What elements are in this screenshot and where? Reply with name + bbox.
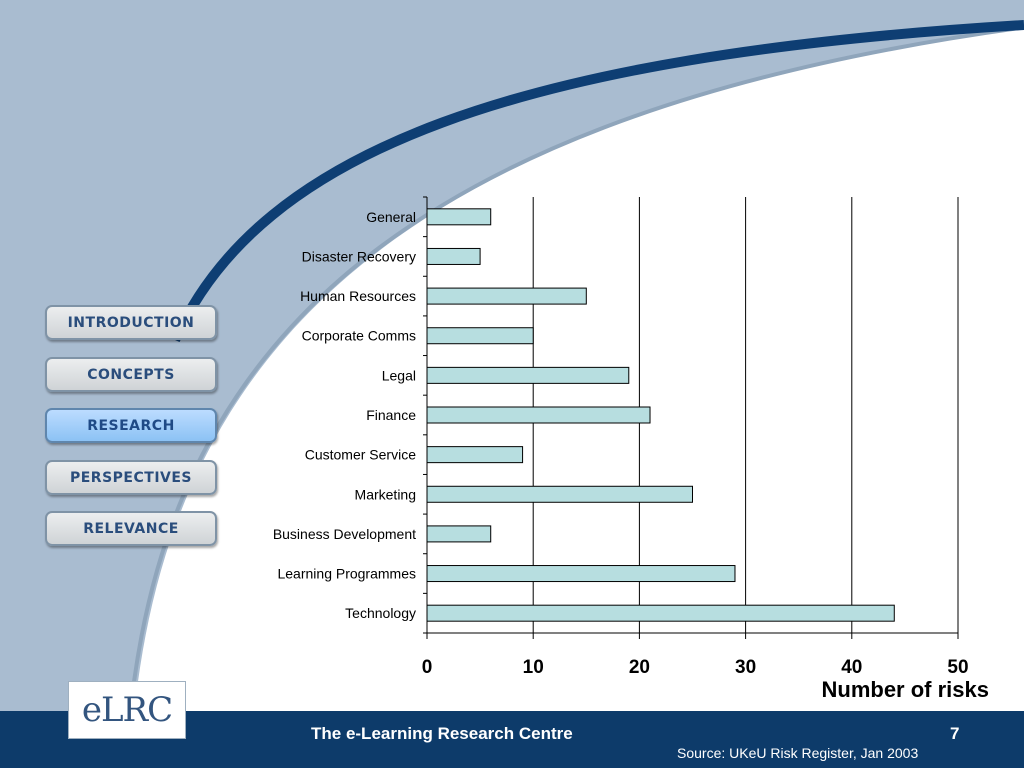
bar-technology — [426, 604, 895, 622]
nav-button-relevance[interactable]: RELEVANCE — [45, 511, 217, 546]
white-content-area — [130, 28, 1024, 768]
bars — [426, 208, 895, 622]
bar-general — [426, 208, 492, 226]
logo-text: eLRC — [81, 690, 173, 730]
source-note: Source: UKeU Risk Register, Jan 2003 — [677, 745, 919, 761]
elrc-logo: eLRC — [68, 681, 186, 739]
nav-button-perspectives[interactable]: PERSPECTIVES — [45, 460, 217, 495]
bar-disaster-recovery — [426, 247, 481, 265]
bar-learning-programmes — [426, 565, 736, 583]
nav-button-introduction[interactable]: INTRODUCTION — [45, 305, 217, 340]
bar-marketing — [426, 485, 693, 503]
bar-customer-service — [426, 446, 524, 464]
nav-button-concepts[interactable]: CONCEPTS — [45, 357, 217, 392]
slide-number: 7 — [950, 724, 960, 743]
category-label: Legal — [382, 367, 416, 383]
bar-legal — [426, 366, 630, 384]
bar-finance — [426, 406, 651, 424]
navy-arc — [170, 20, 1024, 343]
x-tick-label-50: 50 — [947, 657, 968, 678]
bar-human-resources — [426, 287, 587, 305]
bar-corporate-comms — [426, 327, 534, 345]
category-labels: General Disaster Recovery Human Resources C… — [273, 209, 416, 621]
bar-business-development — [426, 525, 492, 543]
x-tick-label-20: 20 — [629, 657, 650, 678]
x-tick-label-10: 10 — [523, 657, 544, 678]
x-tick-label-0: 0 — [422, 657, 433, 678]
category-label: General — [366, 209, 416, 225]
category-label: Finance — [366, 407, 416, 423]
category-label: Technology — [345, 605, 416, 621]
x-tick-label-30: 30 — [735, 657, 756, 678]
category-label: Learning Programmes — [277, 566, 416, 582]
arc-shadow — [124, 26, 1021, 768]
x-tick-label-40: 40 — [841, 657, 862, 678]
x-axis-title: Number of risks — [822, 677, 990, 702]
axes — [423, 196, 959, 639]
category-label: Human Resources — [300, 288, 416, 304]
category-label: Marketing — [355, 486, 416, 502]
category-label: Customer Service — [305, 447, 416, 463]
category-label: Disaster Recovery — [302, 248, 416, 264]
nav-button-research[interactable]: RESEARCH — [45, 408, 217, 443]
footer-title: The e-Learning Research Centre — [311, 724, 573, 743]
tick-labels: 0 10 20 30 40 50 — [422, 657, 969, 678]
category-label: Corporate Comms — [302, 328, 416, 344]
category-label: Business Development — [273, 526, 416, 542]
